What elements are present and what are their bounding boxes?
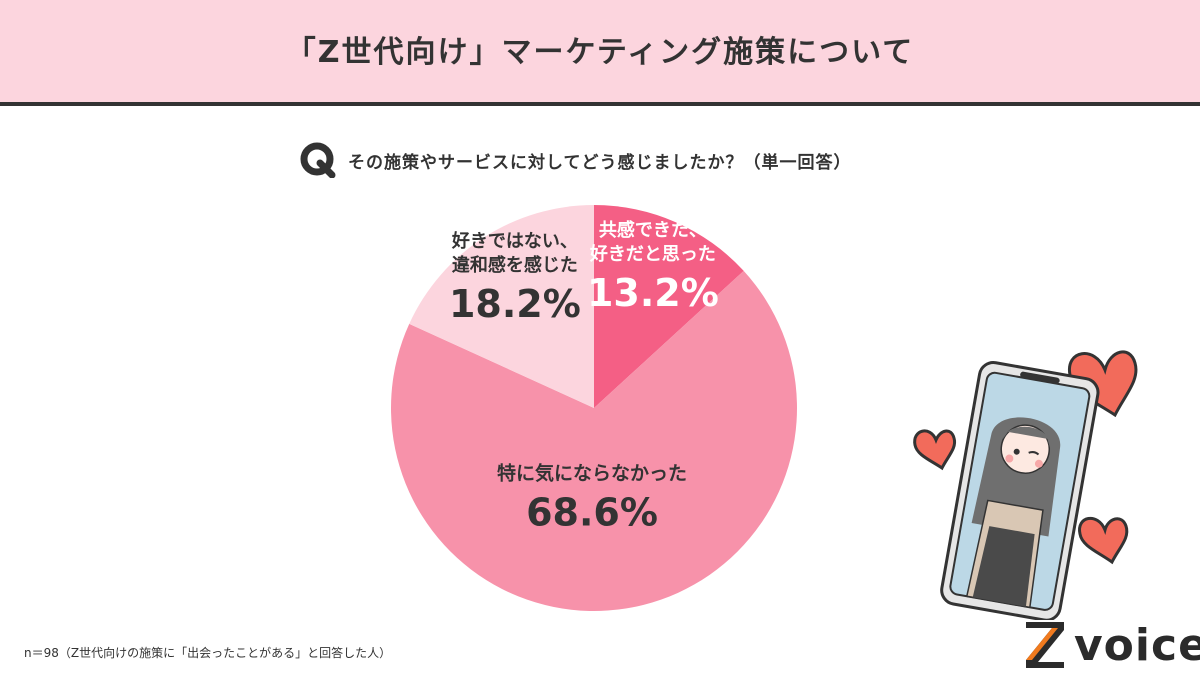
page-title: 「Z世代向け」マーケティング施策について xyxy=(285,35,915,70)
slice-category-label: 共感できた、 xyxy=(599,219,707,241)
question-row: その施策やサービスに対してどう感じましたか？（単一回答） xyxy=(300,140,852,180)
slice-category-label: 好きではない、 xyxy=(451,230,578,252)
phone-illustration xyxy=(913,350,1138,620)
pie-slice-0 xyxy=(594,205,744,408)
slice-value-label: 18.2% xyxy=(449,282,581,326)
header-bar: 「Z世代向け」マーケティング施策について xyxy=(0,0,1200,106)
pie-slice-1 xyxy=(390,270,797,612)
slice-category-label: 好きだと思った xyxy=(589,243,716,265)
brand-logo: voice xyxy=(1022,614,1200,670)
brand-name: voice xyxy=(1074,620,1200,671)
question-text: その施策やサービスに対してどう感じましたか？（単一回答） xyxy=(348,152,852,173)
slice-category-label: 特に気にならなかった xyxy=(497,461,687,484)
sample-size-note: n＝98（Z世代向けの施策に「出会ったことがある」と回答した人） xyxy=(24,646,392,660)
pie-slices xyxy=(390,205,797,612)
slice-value-label: 13.2% xyxy=(587,271,719,315)
heart-icon xyxy=(913,429,957,471)
slice-category-label: 違和感を感じた xyxy=(452,254,578,276)
slice-value-label: 68.6% xyxy=(526,490,658,534)
smartphone-icon xyxy=(940,361,1100,620)
pie-labels: 共感できた、好きだと思った 13.2% 特に気にならなかった 68.6% 好きではない、… xyxy=(449,219,719,534)
pie-slice-2 xyxy=(409,205,594,408)
heart-icon xyxy=(1078,517,1129,565)
heart-icon xyxy=(1067,350,1138,418)
q-letter-icon xyxy=(300,142,336,178)
z-logo-icon xyxy=(1026,622,1064,668)
